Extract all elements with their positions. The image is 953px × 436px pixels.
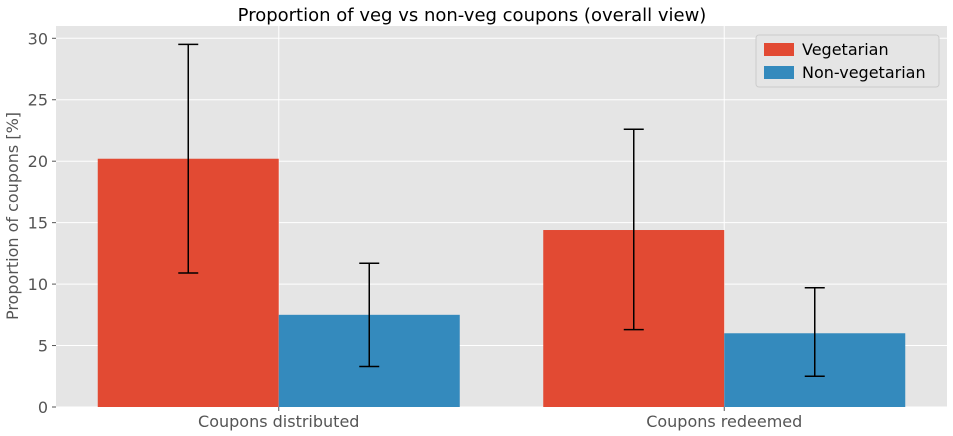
x-ticks: Coupons distributed Coupons redeemed (198, 407, 802, 431)
x-tick-label: Coupons redeemed (646, 412, 802, 431)
y-tick-label: 20 (28, 152, 48, 171)
legend-label: Non-vegetarian (802, 63, 926, 82)
y-axis-label: Proportion of coupons [%] (3, 112, 22, 320)
y-tick-label: 0 (38, 398, 48, 417)
error-bars (178, 43, 825, 378)
x-tick-label: Coupons distributed (198, 412, 359, 431)
legend-swatch (764, 43, 794, 56)
y-tick-label: 5 (38, 337, 48, 356)
legend-label: Vegetarian (802, 40, 889, 59)
y-tick-label: 25 (28, 91, 48, 110)
legend-swatch (764, 66, 794, 79)
y-ticks: 0 5 10 15 20 25 30 (28, 29, 56, 417)
legend-box (755, 34, 940, 88)
y-tick-label: 30 (28, 29, 48, 48)
y-tick-label: 15 (28, 214, 48, 233)
y-tick-label: 10 (28, 275, 48, 294)
legend: Vegetarian Non-vegetarian (755, 34, 940, 88)
chart-title: Proportion of veg vs non-veg coupons (ov… (238, 5, 707, 26)
